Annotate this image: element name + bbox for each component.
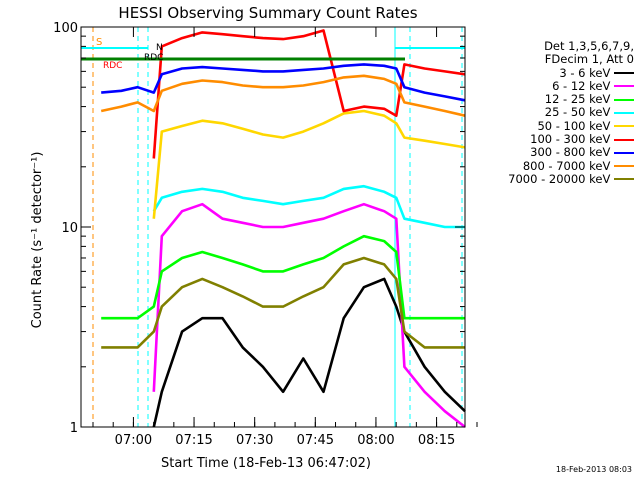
series-line-3	[101, 234, 465, 320]
series-line-6	[152, 29, 466, 159]
y-tick-label-1: 1	[70, 421, 78, 436]
x-tick-label-1: 07:00	[115, 433, 152, 448]
chart-title: HESSI Observing Summary Count Rates	[118, 4, 417, 22]
legend-item-label: 3 - 6 keV	[559, 65, 614, 80]
legend-item-label: 300 - 800 keV	[530, 145, 614, 160]
rdc-annotation-2: RDC	[144, 53, 163, 63]
series-line-1	[152, 277, 466, 428]
x-tick-label-3: 07:30	[236, 433, 273, 448]
legend-item-8: 800 - 7000 keV	[478, 158, 634, 173]
plot-lines	[81, 27, 466, 429]
legend-item-5: 50 - 100 keV	[478, 118, 634, 133]
axes: 07:00 07:15 07:30 07:45 08:00 08:15 1 10 100	[53, 21, 478, 448]
series-line-8	[100, 74, 466, 117]
series-line-4	[152, 184, 465, 229]
legend-item-label: 12 - 25 keV	[544, 92, 614, 107]
legend-item-label: 25 - 50 keV	[544, 105, 614, 120]
x-tick-label-4: 07:45	[297, 433, 334, 448]
series-line-9	[101, 256, 465, 349]
n-annotation: N	[156, 43, 163, 53]
legend-item-label: 6 - 12 keV	[552, 78, 614, 93]
rdc-annotation-1: RDC	[103, 61, 122, 71]
legend-item-9: 7000 - 20000 keV	[478, 171, 634, 186]
legend-swatch	[614, 111, 634, 114]
legend-swatch	[614, 165, 634, 168]
y-axis-label: Count Rate (s⁻¹ detector⁻¹)	[30, 152, 45, 329]
legend-item-label: 800 - 7000 keV	[522, 158, 614, 173]
series-line-7	[101, 63, 466, 102]
legend-item-6: 100 - 300 keV	[478, 132, 634, 147]
legend-item-4: 25 - 50 keV	[478, 106, 634, 119]
legend-swatch	[614, 85, 634, 88]
legend-swatch	[614, 72, 634, 75]
legend-header-line-1: Det 1,3,5,6,7,9,	[544, 39, 634, 53]
x-tick-label-5: 08:00	[357, 433, 394, 448]
x-axis-label: Start Time (18-Feb-13 06:47:02)	[161, 456, 371, 471]
x-tick-label-6: 08:15	[418, 433, 455, 448]
y-tick-label-3: 100	[53, 21, 78, 36]
legend-header-line-2: FDecim 1, Att 0	[544, 52, 634, 67]
legend-swatch	[614, 138, 634, 141]
legend-item-3: 12 - 25 keV	[478, 93, 634, 106]
footer-timestamp: 18-Feb-2013 08:03	[555, 465, 632, 474]
y-tick-label-2: 10	[61, 221, 78, 236]
x-tick-label-2: 07:15	[175, 433, 212, 448]
legend: Det 1,3,5,6,7,9, FDecim 1, Att 0 3 - 6 k…	[478, 39, 634, 186]
legend-item-label: 100 - 300 keV	[530, 132, 614, 147]
legend-swatch	[614, 178, 634, 181]
legend-item-7: 300 - 800 keV	[478, 146, 634, 159]
legend-item-2: 6 - 12 keV	[478, 78, 634, 93]
legend-swatch	[614, 98, 634, 101]
s-annotation: S	[96, 37, 102, 48]
series-line-2	[152, 202, 466, 429]
legend-item-label: 7000 - 20000 keV	[508, 171, 614, 186]
legend-swatch	[614, 151, 634, 154]
legend-swatch	[614, 125, 634, 128]
legend-item-label: 50 - 100 keV	[537, 118, 614, 133]
series-line-5	[152, 109, 466, 219]
legend-item-1: 3 - 6 keV	[478, 65, 634, 80]
